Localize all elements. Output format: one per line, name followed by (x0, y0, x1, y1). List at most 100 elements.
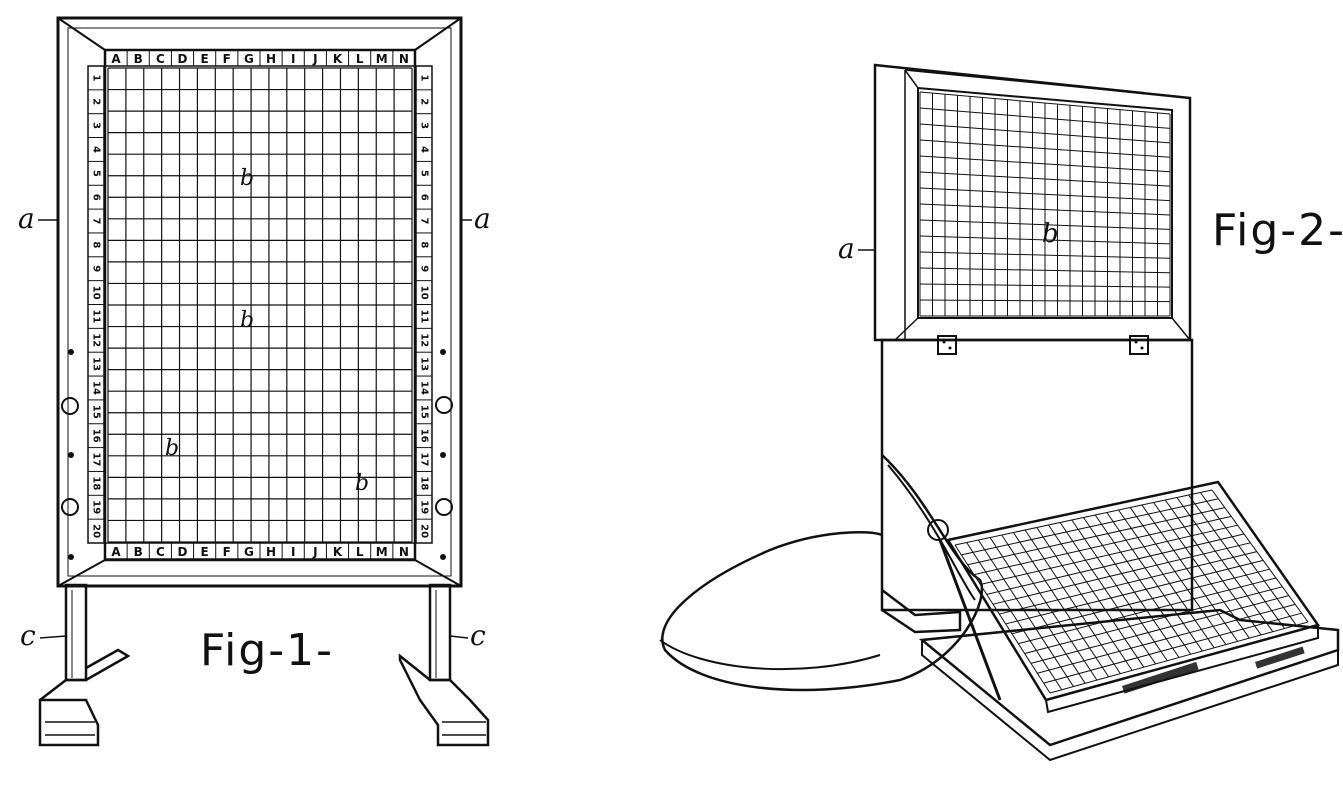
fig2-top-grid-line-v (919, 283, 1171, 288)
fig1-row-label-right: 14 (419, 381, 430, 395)
fig1-col-label-top: B (134, 52, 143, 66)
fig1-col-label-bottom: A (111, 545, 121, 559)
fig1-col-label-bottom: B (134, 545, 143, 559)
fig1-row-label-right: 2 (419, 98, 430, 105)
fig1-col-label-top: E (201, 52, 209, 66)
fig2-slant-grid-line-u (1188, 494, 1285, 629)
fig1-col-label-bottom: G (244, 545, 254, 559)
fig1-label-b4: b (355, 471, 369, 496)
fig1-col-label-top: M (376, 52, 388, 66)
fig2-top-grid-line-v (919, 171, 1171, 187)
fig2-label-a: a (838, 232, 855, 265)
fig2-top-grid-line-v (919, 203, 1171, 216)
fig2-slant-grid-line-v (1011, 568, 1270, 635)
fig1-label-c-left: c (20, 619, 36, 652)
fig2-slant-grid-line-v (961, 498, 1219, 556)
fig1-col-label-bottom: L (356, 545, 364, 559)
fig1-row-label-left: 8 (91, 241, 102, 248)
fig2-slant-grid-line-u (954, 544, 1051, 694)
fig2-slant-grid-line-u (1106, 512, 1203, 652)
fig2-slant-grid-line-u (1129, 507, 1227, 645)
fig2-slant-grid-line-v (1049, 621, 1309, 694)
fig1-row-label-right: 9 (419, 265, 430, 272)
fig1-row-label-left: 14 (91, 381, 102, 395)
fig1-col-label-bottom: J (312, 545, 317, 559)
fig1-col-label-top: A (111, 52, 121, 66)
fig1-row-label-right: 20 (419, 524, 430, 538)
fig1-row-label-right: 7 (419, 218, 430, 225)
fig1-label-b2: b (240, 308, 254, 333)
fig2-slant-grid-line-u (1164, 499, 1262, 636)
fig2-upright (880, 338, 1194, 612)
fig1-row-label-right: 15 (419, 405, 430, 419)
fig2-label-b: b (1042, 219, 1059, 249)
fig2-top-grid-line-v (919, 187, 1171, 202)
fig1-row-label-left: 5 (91, 170, 102, 177)
fig2-slant-grid-line-v (1018, 577, 1277, 645)
fig1-label-b1: b (240, 166, 254, 191)
fig1-leg-right (398, 583, 490, 747)
fig1-row-label-left: 1 (91, 74, 102, 81)
fig1-label-c-right: c (470, 619, 486, 652)
fig2-slant-grid-line-v (1037, 603, 1296, 674)
fig1-row-label-right: 11 (419, 309, 430, 323)
fig1-row-label-left: 12 (91, 333, 102, 347)
fig2-slant-grid-line-v (1005, 559, 1264, 625)
fig1-grid (107, 67, 413, 543)
fig2-top-grid-line-v (919, 251, 1171, 259)
fig1-label-a-right: a (474, 202, 491, 235)
fig1-col-label-bottom: N (399, 545, 409, 559)
fig1-outer-frame (56, 16, 463, 588)
fig1-col-label-bottom: D (178, 545, 188, 559)
fig1-row-label-right: 3 (419, 122, 430, 129)
fig2-base-board (918, 608, 1340, 747)
fig1-row-label-left: 7 (91, 218, 102, 225)
fig1-col-label-bottom: C (156, 545, 165, 559)
fig2-top-grid-line-v (919, 219, 1171, 230)
fig1-row-label-left: 13 (91, 357, 102, 371)
fig1-row-label-left: 9 (91, 265, 102, 272)
fig1-label-a-left: a (18, 202, 35, 235)
fig2-slant-grid-line-u (1141, 504, 1239, 642)
fig1-row-label-left: 11 (91, 309, 102, 323)
fig2-slant-grid-line-u (1036, 527, 1133, 671)
fig1-row-label-right: 5 (419, 170, 430, 177)
fig1-row-label-left: 10 (91, 286, 102, 300)
fig2-slant-grid-line-u (1048, 524, 1145, 668)
fig2-slant-grid-line-u (977, 539, 1074, 687)
fig1-col-label-top: D (178, 52, 188, 66)
fig1-row-label-right: 18 (419, 476, 430, 490)
fig1-col-label-top: L (356, 52, 364, 66)
fig2-slant-grid-line-u (1083, 517, 1180, 658)
fig1-col-label-bottom: F (223, 545, 231, 559)
fig1-row-label-left: 6 (91, 194, 102, 201)
fig1-col-label-top: I (291, 52, 295, 66)
fig2-slant-grid-line-v (1030, 595, 1289, 664)
fig1-row-label-right: 6 (419, 194, 430, 201)
fig2-top-grid-line-v (919, 299, 1171, 303)
fig1-row-label-right: 16 (419, 429, 430, 443)
fig1-col-label-bottom: K (333, 545, 343, 559)
fig2: a b Fig-2- (659, 63, 1343, 762)
fig1-row-label-right: 1 (419, 74, 430, 81)
fig2-top-grid-line-v (919, 155, 1171, 173)
fig2-slant-grid-line-u (966, 542, 1063, 691)
fig2-top-grid-line-v (919, 91, 1171, 115)
fig2-strap (661, 454, 984, 692)
fig2-slant-grid-line-u (1001, 534, 1098, 681)
fig1-col-label-bottom: H (266, 545, 276, 559)
fig2-slant-grid-line-v (954, 489, 1213, 546)
fig1-row-label-left: 16 (91, 429, 102, 443)
fig2-slant-grid (954, 489, 1309, 694)
fig2-top-grid-line-v (919, 107, 1171, 129)
fig2-slant-grid-line-u (1059, 522, 1156, 665)
fig1-row-label-left: 18 (91, 476, 102, 490)
fig1-label-b3: b (165, 436, 179, 461)
fig2-slant-grid-line-v (980, 524, 1238, 585)
fig2-slant-grid-line-v (1024, 586, 1283, 655)
fig1-row-label-left: 19 (91, 500, 102, 514)
fig1-row-label-right: 17 (419, 453, 430, 467)
